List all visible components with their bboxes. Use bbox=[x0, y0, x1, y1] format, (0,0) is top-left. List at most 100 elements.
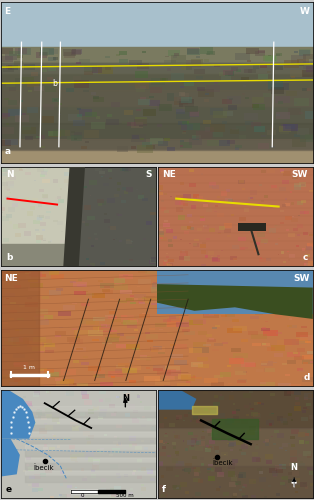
FancyBboxPatch shape bbox=[250, 190, 257, 194]
FancyBboxPatch shape bbox=[3, 238, 9, 242]
FancyBboxPatch shape bbox=[210, 124, 225, 132]
FancyBboxPatch shape bbox=[176, 487, 179, 489]
FancyBboxPatch shape bbox=[31, 72, 38, 76]
FancyBboxPatch shape bbox=[215, 467, 222, 472]
FancyBboxPatch shape bbox=[227, 96, 241, 104]
FancyBboxPatch shape bbox=[290, 436, 295, 440]
FancyBboxPatch shape bbox=[0, 304, 8, 308]
FancyBboxPatch shape bbox=[261, 362, 267, 364]
FancyBboxPatch shape bbox=[9, 310, 17, 313]
FancyBboxPatch shape bbox=[187, 440, 195, 445]
FancyBboxPatch shape bbox=[53, 435, 56, 437]
FancyBboxPatch shape bbox=[264, 242, 267, 244]
FancyBboxPatch shape bbox=[228, 106, 237, 110]
FancyBboxPatch shape bbox=[9, 222, 12, 224]
FancyBboxPatch shape bbox=[108, 170, 111, 172]
FancyBboxPatch shape bbox=[290, 282, 300, 286]
FancyBboxPatch shape bbox=[181, 328, 190, 332]
FancyBboxPatch shape bbox=[110, 334, 120, 338]
FancyBboxPatch shape bbox=[214, 82, 218, 84]
FancyBboxPatch shape bbox=[111, 450, 113, 452]
FancyBboxPatch shape bbox=[116, 476, 120, 478]
FancyBboxPatch shape bbox=[306, 246, 312, 250]
FancyBboxPatch shape bbox=[271, 88, 284, 94]
FancyBboxPatch shape bbox=[48, 66, 57, 71]
FancyBboxPatch shape bbox=[127, 324, 137, 328]
FancyBboxPatch shape bbox=[75, 330, 88, 335]
FancyBboxPatch shape bbox=[4, 186, 10, 190]
FancyBboxPatch shape bbox=[172, 458, 178, 463]
FancyBboxPatch shape bbox=[25, 302, 38, 306]
FancyBboxPatch shape bbox=[200, 458, 204, 460]
FancyBboxPatch shape bbox=[90, 263, 95, 266]
FancyBboxPatch shape bbox=[193, 347, 208, 353]
FancyBboxPatch shape bbox=[277, 416, 284, 420]
FancyBboxPatch shape bbox=[233, 352, 248, 358]
FancyBboxPatch shape bbox=[39, 189, 44, 192]
FancyBboxPatch shape bbox=[172, 442, 176, 445]
FancyBboxPatch shape bbox=[145, 334, 158, 339]
FancyBboxPatch shape bbox=[170, 338, 175, 340]
FancyBboxPatch shape bbox=[156, 448, 160, 450]
FancyBboxPatch shape bbox=[35, 320, 49, 326]
FancyBboxPatch shape bbox=[164, 283, 171, 286]
FancyBboxPatch shape bbox=[94, 376, 99, 377]
FancyBboxPatch shape bbox=[245, 229, 250, 232]
FancyBboxPatch shape bbox=[75, 420, 77, 422]
FancyBboxPatch shape bbox=[37, 168, 44, 172]
FancyBboxPatch shape bbox=[68, 105, 76, 110]
FancyBboxPatch shape bbox=[271, 436, 273, 437]
FancyBboxPatch shape bbox=[127, 240, 130, 242]
FancyBboxPatch shape bbox=[253, 413, 260, 418]
FancyBboxPatch shape bbox=[216, 488, 220, 491]
FancyBboxPatch shape bbox=[58, 184, 63, 187]
Text: İbecik: İbecik bbox=[34, 464, 54, 471]
FancyBboxPatch shape bbox=[149, 100, 160, 105]
FancyBboxPatch shape bbox=[92, 293, 105, 298]
FancyBboxPatch shape bbox=[217, 196, 220, 198]
FancyBboxPatch shape bbox=[233, 416, 239, 420]
FancyBboxPatch shape bbox=[269, 468, 277, 473]
FancyBboxPatch shape bbox=[71, 50, 81, 55]
FancyBboxPatch shape bbox=[223, 70, 233, 75]
FancyBboxPatch shape bbox=[268, 168, 275, 173]
FancyBboxPatch shape bbox=[228, 442, 234, 446]
FancyBboxPatch shape bbox=[192, 134, 201, 139]
FancyBboxPatch shape bbox=[265, 438, 270, 442]
FancyBboxPatch shape bbox=[231, 214, 235, 216]
FancyBboxPatch shape bbox=[91, 470, 95, 472]
FancyBboxPatch shape bbox=[180, 239, 182, 240]
Text: SW: SW bbox=[292, 170, 308, 179]
FancyBboxPatch shape bbox=[105, 56, 110, 58]
Polygon shape bbox=[1, 438, 20, 476]
FancyBboxPatch shape bbox=[187, 472, 190, 474]
FancyBboxPatch shape bbox=[64, 436, 70, 440]
FancyBboxPatch shape bbox=[150, 346, 155, 348]
FancyBboxPatch shape bbox=[45, 425, 53, 430]
FancyBboxPatch shape bbox=[164, 260, 167, 262]
FancyBboxPatch shape bbox=[94, 370, 105, 374]
FancyBboxPatch shape bbox=[203, 290, 206, 291]
FancyBboxPatch shape bbox=[43, 195, 48, 198]
FancyBboxPatch shape bbox=[133, 410, 138, 413]
FancyBboxPatch shape bbox=[163, 376, 175, 380]
FancyBboxPatch shape bbox=[191, 438, 197, 442]
FancyBboxPatch shape bbox=[200, 47, 213, 54]
FancyBboxPatch shape bbox=[8, 184, 14, 188]
FancyBboxPatch shape bbox=[197, 196, 203, 199]
FancyBboxPatch shape bbox=[120, 397, 122, 398]
FancyBboxPatch shape bbox=[111, 495, 115, 498]
FancyBboxPatch shape bbox=[220, 394, 222, 396]
FancyBboxPatch shape bbox=[249, 479, 256, 484]
FancyBboxPatch shape bbox=[156, 390, 161, 394]
FancyBboxPatch shape bbox=[289, 463, 293, 466]
FancyBboxPatch shape bbox=[180, 208, 183, 210]
FancyBboxPatch shape bbox=[167, 148, 175, 152]
FancyBboxPatch shape bbox=[123, 260, 128, 263]
FancyBboxPatch shape bbox=[267, 71, 271, 74]
FancyBboxPatch shape bbox=[281, 171, 284, 173]
FancyBboxPatch shape bbox=[161, 238, 166, 241]
FancyBboxPatch shape bbox=[116, 346, 121, 348]
FancyBboxPatch shape bbox=[42, 230, 45, 231]
FancyBboxPatch shape bbox=[151, 287, 166, 292]
